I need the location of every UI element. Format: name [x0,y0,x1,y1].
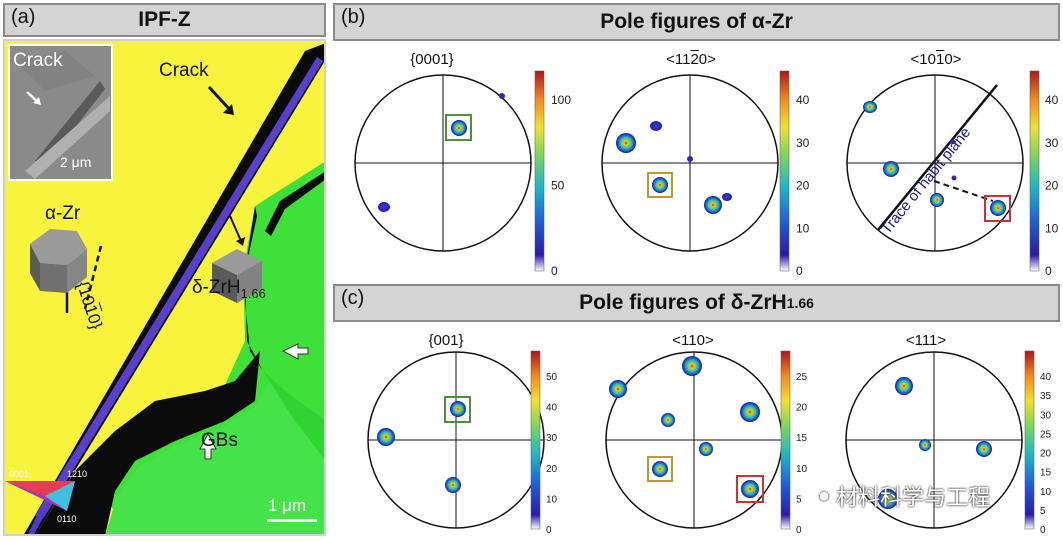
pf-alpha-1010-bar: 1 [936,51,945,68]
key-0110: 0110 [57,514,76,524]
pole-figure-delta-110 [605,351,783,529]
delta-zrh-sub: 1.66 [240,285,266,301]
colorbar-c-1-tick-0: 0 [796,525,802,536]
colorbar-c-2-tick-30: 30 [1040,410,1052,421]
panel-b-label: (b) [341,6,366,28]
alpha-zr-crystal-icon [30,229,87,293]
panel-a-title: IPF-Z [138,8,191,31]
colorbar-alpha-1010 [1029,70,1040,272]
watermark-text: 材料科学与工程 [836,485,991,510]
colorbar-c-0-tick-50: 50 [546,372,558,383]
colorbar-b-1-tick-40: 40 [796,93,810,107]
pf-alpha-1120-end: 0> [698,51,716,68]
panel-c-title: Pole figures of δ-ZrH 1.66 [335,286,1058,320]
colorbar-c-2-tick-15: 15 [1040,468,1052,479]
colorbar-b-2-tick-10: 10 [1045,221,1059,235]
panel-a-label: (a) [11,6,36,28]
pf-alpha-1010-label: <1010> [876,51,996,68]
colorbar-c-1-tick-10: 10 [796,464,808,475]
delta-zrh-label: δ-ZrH1.66 [192,277,266,301]
colorbar-c-2-tick-0: 0 [1040,525,1046,536]
crack-label: Crack [159,60,209,81]
pole-figure-alpha-1120 [601,74,779,252]
colorbar-alpha-0001 [534,70,545,272]
white-arrow-gb [199,432,217,460]
key-1210: 1210 [67,469,87,479]
pf-alpha-0001-label: {0001} [410,51,454,68]
plane-trace-dashed [83,245,103,310]
scale-bar-label: 1 μm [268,496,307,515]
colorbar-c-1-tick-20: 20 [796,403,808,414]
ipf-map: 0001 1210 0110 Crack 2 μm Crack α-Zr {10… [3,39,326,536]
delta-zrh-main: δ-ZrH [192,277,241,298]
colorbar-c-0-tick-10: 10 [546,494,558,505]
pf-delta-110-label: <110> [672,332,714,349]
panel-c-label: (c) [341,287,365,309]
colorbar-c-1-tick-15: 15 [796,433,808,444]
crack-arrow [207,85,233,113]
gbs-label: GBs [201,430,238,451]
pole-figure-delta-111 [845,351,1023,529]
colorbar-b-0-tick-0: 0 [551,264,558,278]
pf-delta-111-label: <111> [905,332,947,349]
panel-b-title: Pole figures of α-Zr [600,10,793,33]
colorbar-c-2-tick-25: 25 [1040,429,1052,440]
delta-zrh-crystal-icon [212,249,262,303]
colorbar-b-1-tick-0: 0 [796,264,803,278]
panel-c-title-sub: 1.66 [786,295,814,311]
pf-alpha-1120-main: <11 [666,51,691,68]
colorbar-c-0-tick-0: 0 [546,525,552,536]
panel-c-header: (c) Pole figures of δ-ZrH 1.66 [333,284,1060,322]
colorbar-c-2-tick-40: 40 [1040,372,1052,383]
habit-plane-annotation: Trace of habit plane [878,124,974,237]
colorbar-b-2-tick-20: 20 [1045,179,1059,193]
colorbar-delta-110 [780,350,791,530]
pf-alpha-1010-main: <10 [910,51,936,68]
pf-alpha-1120-bar: 2 [690,51,699,68]
colorbar-b-1-tick-10: 10 [796,221,810,235]
white-arrow-interface [281,343,309,360]
inset-scale-label: 2 μm [60,154,92,170]
colorbar-c-0-tick-30: 30 [546,433,558,444]
pole-figure-delta-001 [367,351,545,529]
colorbar-c-2-tick-35: 35 [1040,391,1052,402]
colorbar-c-1-tick-5: 5 [796,494,802,505]
colorbar-delta-111 [1024,350,1035,530]
pole-figure-alpha-1010 [846,74,1024,252]
key-0001: 0001 [9,469,29,479]
colorbar-b-1-tick-30: 30 [796,136,810,150]
crack-purple-region [35,57,323,516]
colorbar-b-2-tick-40: 40 [1045,93,1059,107]
colorbar-c-2-tick-20: 20 [1040,449,1052,460]
colorbar-c-2-tick-5: 5 [1040,506,1046,517]
colorbar-b-0-tick-100: 100 [551,93,571,107]
colorbar-b-2-tick-0: 0 [1045,264,1052,278]
colorbar-c-1-tick-25: 25 [796,372,808,383]
alpha-zr-label: α-Zr [45,203,81,224]
watermark: ● 材料科学与工程 [818,480,990,512]
wechat-icon: ● [818,484,831,507]
colorbar-c-0-tick-40: 40 [546,403,558,414]
panel-c-title-main: Pole figures of δ-ZrH [579,291,787,314]
colorbar-b-2-tick-30: 30 [1045,136,1059,150]
pf-alpha-1120-label: <1120> [631,51,751,68]
inset-crack-label: Crack [13,50,63,71]
panel-b-header: (b) Pole figures of α-Zr [333,3,1060,41]
colorbar-alpha-1120 [779,70,790,272]
colorbar-b-0-tick-50: 50 [551,179,565,193]
colorbar-b-1-tick-20: 20 [796,179,810,193]
colorbar-c-2-tick-10: 10 [1040,487,1052,498]
crack-band [24,43,324,534]
scale-bar [267,519,317,522]
colorbar-c-0-tick-20: 20 [546,464,558,475]
pole-figure-alpha-0001 [354,74,532,252]
grain-boundary-black [36,351,260,534]
panel-a-header: (a) IPF-Z [3,3,326,37]
pf-delta-001-label: {001} [428,332,464,349]
colorbar-delta-001 [530,350,541,530]
pf-alpha-1010-end: 0> [944,51,962,68]
